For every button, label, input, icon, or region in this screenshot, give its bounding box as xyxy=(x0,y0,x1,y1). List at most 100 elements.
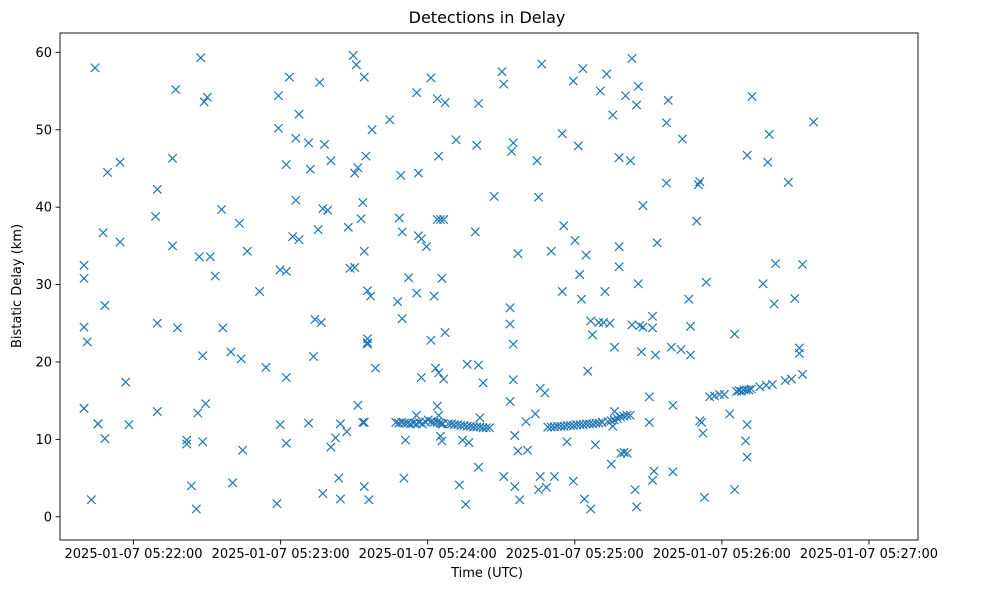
x-tick-label: 2025-01-07 05:23:00 xyxy=(212,547,350,562)
data-point xyxy=(439,214,449,225)
data-point xyxy=(294,109,304,119)
data-point xyxy=(150,211,161,222)
data-point xyxy=(413,168,424,178)
data-point xyxy=(124,420,134,430)
data-point xyxy=(764,129,774,140)
data-point xyxy=(411,410,422,421)
data-point xyxy=(605,318,615,328)
data-point xyxy=(437,273,447,283)
data-point xyxy=(314,77,325,88)
data-point xyxy=(549,471,560,482)
data-point xyxy=(334,473,344,483)
data-point xyxy=(513,248,523,259)
data-point xyxy=(323,205,333,215)
data-point xyxy=(196,53,206,63)
x-axis: 2025-01-07 05:22:00 2025-01-07 05:23:00 20… xyxy=(65,540,938,562)
y-tick-label: 60 xyxy=(35,46,52,61)
data-point xyxy=(397,313,407,324)
plot-frame xyxy=(59,32,919,541)
x-axis-title: Time (UTC) xyxy=(450,566,523,581)
data-point xyxy=(434,368,444,378)
data-point xyxy=(619,447,629,458)
data-point xyxy=(461,499,471,510)
data-point xyxy=(606,416,616,426)
data-point xyxy=(742,420,752,430)
data-point xyxy=(335,419,346,429)
data-point xyxy=(557,286,567,297)
data-point xyxy=(426,335,436,345)
data-point xyxy=(647,323,658,333)
data-point xyxy=(186,481,197,491)
data-point xyxy=(692,216,702,226)
y-tick-label: 0 xyxy=(44,510,52,525)
data-point xyxy=(532,156,542,166)
data-point xyxy=(741,436,751,446)
data-point xyxy=(595,86,605,96)
data-point xyxy=(661,178,672,188)
data-point xyxy=(742,150,752,160)
data-point xyxy=(152,406,162,417)
data-point xyxy=(559,221,569,231)
data-point xyxy=(218,323,228,333)
data-point xyxy=(100,433,110,444)
data-point xyxy=(358,417,368,427)
data-point xyxy=(435,214,446,225)
data-point xyxy=(541,482,551,492)
x-tick-label: 2025-01-07 05:22:00 xyxy=(65,547,203,562)
data-point xyxy=(400,435,411,445)
data-point xyxy=(608,110,618,120)
data-point xyxy=(319,139,330,150)
data-point xyxy=(356,214,366,224)
data-point xyxy=(350,262,360,273)
data-point xyxy=(430,363,441,373)
data-point xyxy=(226,347,236,357)
data-point xyxy=(454,480,464,490)
data-point xyxy=(98,228,108,238)
data-point xyxy=(533,485,544,495)
data-point xyxy=(412,87,422,98)
data-point xyxy=(742,452,752,462)
x-tick-label: 2025-01-07 05:25:00 xyxy=(506,547,644,562)
data-point xyxy=(505,303,515,313)
data-point xyxy=(335,494,346,504)
data-point xyxy=(102,167,113,177)
data-point xyxy=(609,342,620,352)
data-point xyxy=(473,360,484,370)
data-point xyxy=(638,200,648,211)
data-point xyxy=(93,419,103,429)
data-point xyxy=(808,117,819,127)
data-point xyxy=(506,146,517,157)
data-point xyxy=(540,388,550,398)
data-point xyxy=(668,467,678,477)
data-point xyxy=(578,63,588,74)
data-point xyxy=(313,224,323,235)
data-point xyxy=(562,437,572,447)
data-point xyxy=(767,379,778,390)
data-point xyxy=(586,504,596,514)
data-point xyxy=(358,197,368,208)
data-point xyxy=(432,417,442,427)
data-point xyxy=(403,272,414,283)
data-point xyxy=(508,138,518,148)
data-point xyxy=(416,234,426,244)
data-point xyxy=(622,410,632,421)
data-point xyxy=(475,413,485,423)
data-point xyxy=(568,76,578,86)
data-point xyxy=(699,492,710,503)
data-point xyxy=(522,445,533,455)
y-axis: 0 10 20 30 40 50 60 xyxy=(35,46,60,525)
data-point xyxy=(644,392,654,402)
data-point xyxy=(684,294,694,304)
data-point xyxy=(281,438,291,448)
data-point xyxy=(318,488,328,499)
data-point xyxy=(695,176,705,187)
data-point xyxy=(432,401,442,411)
data-point xyxy=(614,262,624,272)
data-point xyxy=(359,246,369,256)
data-point xyxy=(510,481,520,492)
data-point xyxy=(647,475,658,486)
data-point xyxy=(303,138,314,148)
data-point xyxy=(575,269,585,280)
data-point xyxy=(152,184,162,194)
